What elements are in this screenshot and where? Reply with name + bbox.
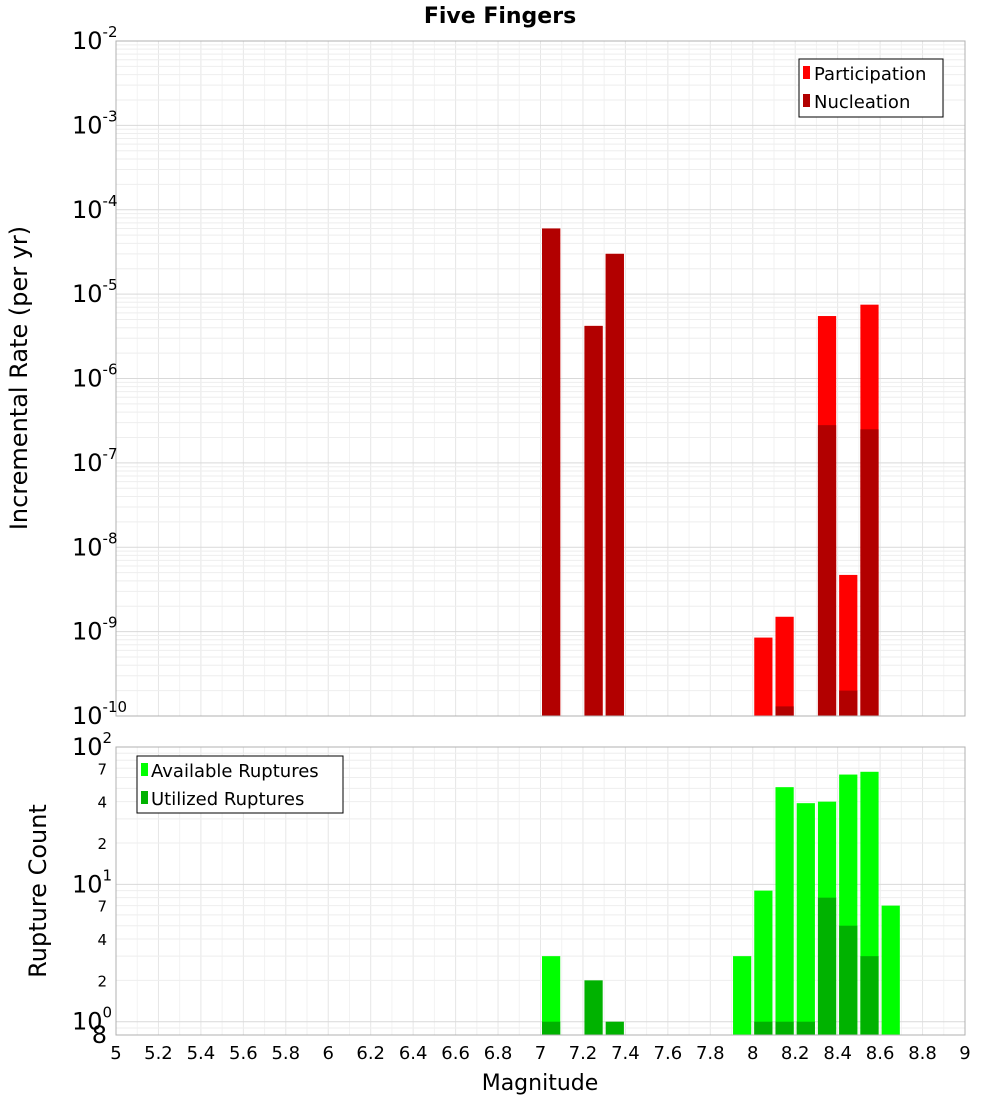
count-y-minor-label: 7 xyxy=(97,760,107,778)
rate-bar-b-6 xyxy=(860,429,879,716)
x-tick-label: 5.6 xyxy=(229,1043,258,1064)
rate-y-tick-label: 10-8 xyxy=(72,529,118,561)
rate-bar-b-5 xyxy=(839,690,858,716)
count-bar-a-0 xyxy=(542,956,561,1035)
rate-y-tick-label: 10-10 xyxy=(72,698,127,730)
count-bars xyxy=(542,771,900,1035)
count-y-minor-label: 2 xyxy=(97,835,107,853)
count-bar-a-1 xyxy=(733,956,752,1035)
x-tick-label: 8.4 xyxy=(823,1043,852,1064)
count-y-axis-label: Rupture Count xyxy=(24,804,52,978)
legend-swatch-available xyxy=(141,763,148,776)
count-bar-b-3 xyxy=(754,1021,773,1035)
x-tick-label: 5.4 xyxy=(187,1043,216,1064)
count-y-major-label: 102 xyxy=(72,729,112,761)
rate-y-tick-label: 10-3 xyxy=(72,107,118,139)
x-tick-label: 8 xyxy=(747,1043,758,1064)
rate-y-tick-label: 10-5 xyxy=(72,276,118,308)
legend-label-participation: Participation xyxy=(814,64,926,85)
x-tick-label: 8.8 xyxy=(908,1043,937,1064)
rate-bar-b-3 xyxy=(775,706,794,716)
rate-y-ticks: 10-2 10-3 10-4 10-5 10-6 10-7 10-8 10-9 10-10 xyxy=(72,23,127,730)
count-panel: 102 101 100 7 4 2 7 4 2 8 5 5.2 5.4 5.6 5.8 6 6.2 6.4 6.6… xyxy=(24,729,971,1096)
x-tick-label: 6 xyxy=(323,1043,334,1064)
x-tick-label: 7.6 xyxy=(654,1043,683,1064)
x-tick-label: 5 xyxy=(110,1043,121,1064)
count-legend-box xyxy=(136,755,344,814)
count-bar-b-4 xyxy=(775,1021,794,1035)
x-tick-label: 8.2 xyxy=(781,1043,810,1064)
rate-bar-a-4 xyxy=(775,616,794,716)
rate-grid xyxy=(115,41,966,717)
count-bar-a-8 xyxy=(881,905,900,1035)
x-tick-label: 8.6 xyxy=(866,1043,895,1064)
count-y-minor-label: 7 xyxy=(97,898,107,916)
count-bar-a-2 xyxy=(754,890,773,1035)
rate-y-tick-label: 10-6 xyxy=(72,361,118,393)
x-tick-label: 7 xyxy=(535,1043,546,1064)
count-plot-border xyxy=(115,746,966,1036)
legend-label-utilized: Utilized Ruptures xyxy=(151,789,304,810)
count-y-minor-label: 4 xyxy=(97,931,107,949)
count-y-minor-label: 4 xyxy=(97,794,107,812)
x-tick-label: 9 xyxy=(959,1043,970,1064)
rate-y-tick-label: 10-9 xyxy=(72,614,118,646)
x-axis-label: Magnitude xyxy=(482,1071,599,1096)
legend-swatch-nucleation xyxy=(803,94,810,107)
rate-y-tick-label: 10-4 xyxy=(72,192,118,224)
count-legend: Available Ruptures Utilized Ruptures xyxy=(136,755,344,814)
rate-bar-b-2 xyxy=(605,253,624,716)
count-bar-b-5 xyxy=(796,1021,815,1035)
count-bar-b-6 xyxy=(817,897,837,1035)
count-y-minor-label: 2 xyxy=(97,972,107,990)
count-y-major-label: 100 xyxy=(72,1004,112,1036)
rate-bar-b-1 xyxy=(584,325,603,716)
rate-bars xyxy=(542,228,879,716)
x-tick-label: 5.8 xyxy=(271,1043,300,1064)
rate-y-tick-label: 10-7 xyxy=(72,445,118,477)
count-y-major-label: 101 xyxy=(72,866,112,898)
x-tick-label: 6.2 xyxy=(356,1043,385,1064)
rate-legend-box xyxy=(798,58,944,118)
legend-label-available: Available Ruptures xyxy=(151,761,319,782)
count-y-minor-label: 8 xyxy=(92,1021,107,1049)
rate-legend: Participation Nucleation xyxy=(798,58,944,118)
x-tick-label: 5.2 xyxy=(144,1043,173,1064)
chart-title: Five Fingers xyxy=(424,4,576,29)
rate-plot-border xyxy=(115,40,966,717)
count-bar-b-7 xyxy=(839,925,858,1035)
rate-bar-a-3 xyxy=(754,637,773,716)
rate-y-tick-label: 10-2 xyxy=(72,23,118,55)
x-tick-label: 6.8 xyxy=(484,1043,513,1064)
legend-swatch-participation xyxy=(803,66,810,79)
x-tick-label: 7.8 xyxy=(696,1043,725,1064)
count-bar-b-2 xyxy=(605,1021,624,1035)
rate-bar-b-4 xyxy=(817,425,837,716)
legend-label-nucleation: Nucleation xyxy=(814,92,910,113)
count-bar-b-1 xyxy=(584,980,603,1035)
count-y-ticks: 102 101 100 7 4 2 7 4 2 8 xyxy=(72,729,112,1049)
count-bar-a-4 xyxy=(796,803,815,1035)
rate-y-axis-label: Incremental Rate (per yr) xyxy=(5,226,33,530)
x-tick-label: 7.4 xyxy=(611,1043,640,1064)
rate-panel: 10-2 10-3 10-4 10-5 10-6 10-7 10-8 10-9 10-10 In… xyxy=(5,23,966,730)
x-tick-label: 6.4 xyxy=(399,1043,428,1064)
x-tick-label: 7.2 xyxy=(569,1043,598,1064)
legend-swatch-utilized xyxy=(141,791,148,804)
count-bar-b-0 xyxy=(542,1021,561,1035)
count-bar-b-8 xyxy=(860,956,879,1035)
x-tick-labels: 5 5.2 5.4 5.6 5.8 6 6.2 6.4 6.6 6.8 7 7.2 7.4 7.6 7.8 8… xyxy=(110,1043,970,1064)
rate-bar-a-6 xyxy=(839,574,858,716)
count-bar-a-3 xyxy=(775,787,794,1035)
rate-bar-b-0 xyxy=(542,228,561,716)
x-tick-label: 6.6 xyxy=(441,1043,470,1064)
